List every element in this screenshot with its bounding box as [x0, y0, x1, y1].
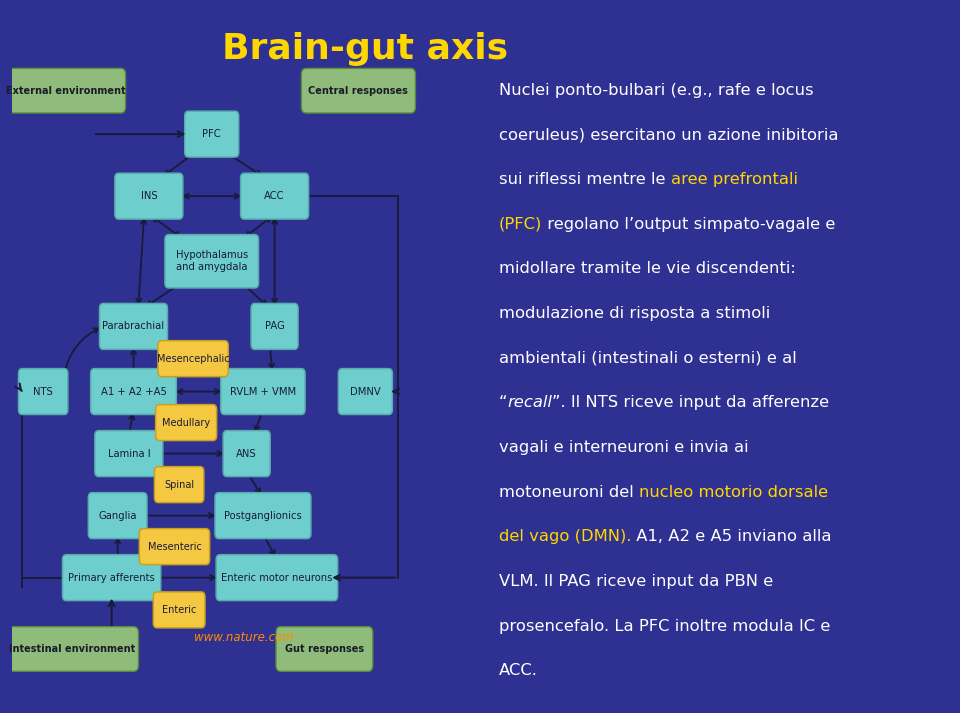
Text: Mesenteric: Mesenteric	[148, 542, 202, 552]
Text: prosencefalo. La PFC inoltre modula IC e: prosencefalo. La PFC inoltre modula IC e	[499, 619, 830, 634]
Text: Hypothalamus
and amygdala: Hypothalamus and amygdala	[176, 250, 248, 272]
Text: (PFC): (PFC)	[499, 217, 542, 232]
Text: nucleo motorio dorsale: nucleo motorio dorsale	[639, 485, 828, 500]
Text: DMNV: DMNV	[350, 386, 381, 396]
FancyBboxPatch shape	[6, 627, 138, 672]
Text: Medullary: Medullary	[162, 418, 210, 428]
FancyBboxPatch shape	[158, 341, 228, 376]
Text: Parabrachial: Parabrachial	[103, 322, 164, 332]
Text: Primary afferents: Primary afferents	[68, 573, 155, 583]
Text: Spinal: Spinal	[164, 480, 194, 490]
FancyBboxPatch shape	[221, 369, 305, 414]
Text: ”. Il NTS riceve input da afferenze: ”. Il NTS riceve input da afferenze	[552, 396, 829, 411]
FancyBboxPatch shape	[252, 304, 299, 349]
Text: VLM. Il PAG riceve input da PBN e: VLM. Il PAG riceve input da PBN e	[499, 574, 773, 589]
Text: A1 + A2 +A5: A1 + A2 +A5	[101, 386, 166, 396]
Text: Enteric motor neurons: Enteric motor neurons	[221, 573, 332, 583]
Text: Gut responses: Gut responses	[285, 644, 364, 654]
FancyBboxPatch shape	[62, 555, 160, 600]
FancyBboxPatch shape	[301, 68, 416, 113]
Text: recall: recall	[508, 396, 552, 411]
Text: ambientali (intestinali o esterni) e al: ambientali (intestinali o esterni) e al	[499, 351, 797, 366]
Text: Lamina I: Lamina I	[108, 448, 150, 458]
Text: coeruleus) esercitano un azione inibitoria: coeruleus) esercitano un azione inibitor…	[499, 128, 838, 143]
FancyBboxPatch shape	[90, 369, 177, 414]
FancyBboxPatch shape	[276, 627, 372, 672]
Text: Nuclei ponto-bulbari (e.g., rafe e locus: Nuclei ponto-bulbari (e.g., rafe e locus	[499, 83, 813, 98]
Text: Brain-gut axis: Brain-gut axis	[222, 32, 508, 66]
FancyBboxPatch shape	[215, 493, 311, 538]
Text: Postganglionics: Postganglionics	[224, 511, 301, 520]
FancyBboxPatch shape	[6, 68, 126, 113]
Text: del vago (DMN).: del vago (DMN).	[499, 529, 632, 545]
Text: modulazione di risposta a stimoli: modulazione di risposta a stimoli	[499, 306, 770, 321]
FancyBboxPatch shape	[115, 173, 182, 219]
Text: PAG: PAG	[265, 322, 284, 332]
FancyBboxPatch shape	[18, 369, 68, 414]
Text: ACC.: ACC.	[499, 663, 538, 678]
FancyBboxPatch shape	[100, 304, 167, 349]
Text: Mesencephalic: Mesencephalic	[156, 354, 229, 364]
Text: NTS: NTS	[34, 386, 53, 396]
Text: Central responses: Central responses	[308, 86, 408, 96]
FancyBboxPatch shape	[88, 493, 147, 538]
Text: “: “	[499, 396, 508, 411]
FancyBboxPatch shape	[95, 431, 163, 476]
FancyBboxPatch shape	[139, 528, 209, 565]
Text: PFC: PFC	[203, 129, 221, 139]
Text: motoneuroni del: motoneuroni del	[499, 485, 639, 500]
FancyBboxPatch shape	[184, 111, 239, 157]
FancyBboxPatch shape	[165, 235, 258, 288]
Text: External environment: External environment	[6, 86, 126, 96]
Text: Intestinal environment: Intestinal environment	[9, 644, 135, 654]
FancyBboxPatch shape	[241, 173, 308, 219]
FancyBboxPatch shape	[155, 466, 204, 503]
FancyBboxPatch shape	[338, 369, 393, 414]
Text: ANS: ANS	[236, 448, 257, 458]
Text: Ganglia: Ganglia	[99, 511, 137, 520]
Text: A1, A2 e A5 inviano alla: A1, A2 e A5 inviano alla	[632, 529, 832, 545]
FancyBboxPatch shape	[156, 404, 217, 441]
FancyBboxPatch shape	[223, 431, 270, 476]
Text: sui riflessi mentre le: sui riflessi mentre le	[499, 172, 671, 187]
Text: Enteric: Enteric	[162, 605, 197, 615]
Text: vagali e interneuroni e invia ai: vagali e interneuroni e invia ai	[499, 440, 749, 455]
Text: ACC: ACC	[264, 191, 285, 201]
Text: regolano l’output simpato-vagale e: regolano l’output simpato-vagale e	[542, 217, 835, 232]
Text: INS: INS	[140, 191, 157, 201]
Text: RVLM + VMM: RVLM + VMM	[229, 386, 296, 396]
Text: aree prefrontali: aree prefrontali	[671, 172, 798, 187]
FancyBboxPatch shape	[216, 555, 338, 600]
Text: midollare tramite le vie discendenti:: midollare tramite le vie discendenti:	[499, 262, 796, 277]
FancyBboxPatch shape	[154, 592, 205, 628]
Text: www.nature.com: www.nature.com	[194, 631, 295, 645]
